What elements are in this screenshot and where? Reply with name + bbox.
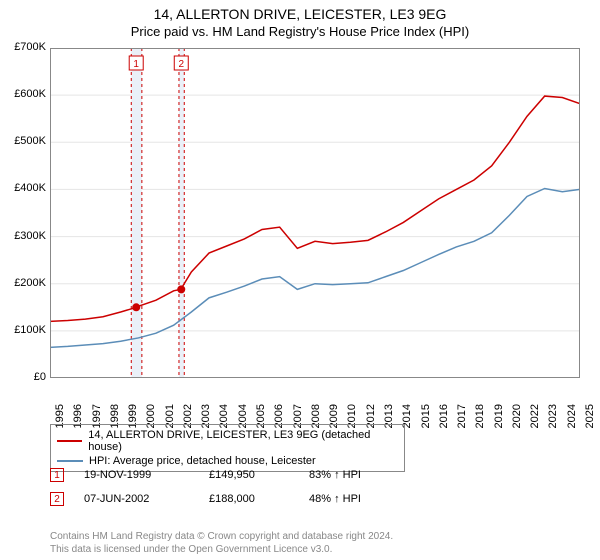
legend-label-1: 14, ALLERTON DRIVE, LEICESTER, LE3 9EG (… — [88, 429, 398, 453]
x-tick-label: 2018 — [474, 404, 486, 438]
transaction-row-1: 1 19-NOV-1999 £149,950 83% ↑ HPI — [50, 468, 361, 482]
footer-attribution: Contains HM Land Registry data © Crown c… — [50, 530, 393, 556]
chart-subtitle: Price paid vs. HM Land Registry's House … — [0, 22, 600, 39]
x-tick-label: 2024 — [566, 404, 578, 438]
y-tick-label: £400K — [8, 182, 46, 194]
y-tick-label: £700K — [8, 41, 46, 53]
y-tick-label: £300K — [8, 230, 46, 242]
tx-date-2: 07-JUN-2002 — [84, 493, 189, 505]
x-tick-label: 2019 — [493, 404, 505, 438]
legend-label-2: HPI: Average price, detached house, Leic… — [89, 455, 316, 467]
x-tick-label: 2016 — [438, 404, 450, 438]
footer-line-2: This data is licensed under the Open Gov… — [50, 543, 393, 556]
tx-price-2: £188,000 — [209, 493, 289, 505]
x-tick-label: 2015 — [420, 404, 432, 438]
legend-row-2: HPI: Average price, detached house, Leic… — [57, 454, 398, 468]
y-tick-label: £600K — [8, 88, 46, 100]
chart-plot-area: 12 £0£100K£200K£300K£400K£500K£600K£700K… — [50, 48, 580, 378]
x-tick-label: 2020 — [511, 404, 523, 438]
tx-marker-2: 2 — [50, 492, 64, 506]
legend-row-1: 14, ALLERTON DRIVE, LEICESTER, LE3 9EG (… — [57, 428, 398, 454]
footer-line-1: Contains HM Land Registry data © Crown c… — [50, 530, 393, 543]
x-tick-label: 2022 — [529, 404, 541, 438]
tx-date-1: 19-NOV-1999 — [84, 469, 189, 481]
x-tick-label: 2023 — [547, 404, 559, 438]
y-tick-label: £200K — [8, 277, 46, 289]
legend-swatch-blue — [57, 460, 83, 462]
x-tick-label: 2017 — [456, 404, 468, 438]
transaction-row-2: 2 07-JUN-2002 £188,000 48% ↑ HPI — [50, 492, 361, 506]
tx-rel-1: 83% ↑ HPI — [309, 469, 361, 481]
y-tick-label: £500K — [8, 135, 46, 147]
y-tick-label: £0 — [8, 371, 46, 383]
tx-rel-2: 48% ↑ HPI — [309, 493, 361, 505]
chart-title: 14, ALLERTON DRIVE, LEICESTER, LE3 9EG — [0, 0, 600, 22]
x-tick-label: 2025 — [584, 404, 596, 438]
tx-marker-1: 1 — [50, 468, 64, 482]
tx-price-1: £149,950 — [209, 469, 289, 481]
y-tick-label: £100K — [8, 324, 46, 336]
legend-box: 14, ALLERTON DRIVE, LEICESTER, LE3 9EG (… — [50, 424, 405, 472]
legend-swatch-red — [57, 440, 82, 442]
